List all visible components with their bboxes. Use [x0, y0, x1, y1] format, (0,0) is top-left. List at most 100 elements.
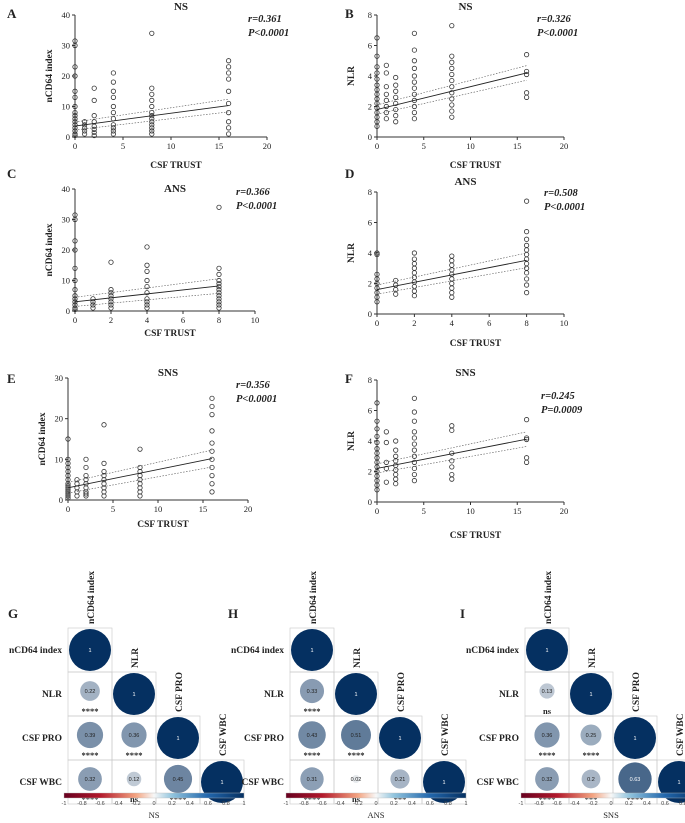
data-point	[72, 305, 78, 311]
x-tick-label: 6	[487, 318, 491, 328]
data-point	[449, 476, 455, 482]
y-tick-label: 0	[368, 497, 372, 507]
data-point	[393, 88, 399, 94]
data-point	[72, 287, 78, 293]
data-point	[144, 244, 150, 250]
significance-label: ****	[126, 750, 143, 760]
data-point	[108, 259, 114, 265]
panel-title: ANS	[454, 176, 476, 188]
diagonal-value: 1	[88, 648, 91, 654]
data-point	[449, 290, 455, 296]
regression-line	[74, 105, 229, 127]
scatter-panel-d: D ANS r=0.508 P<0.0001 0 2 4 6 8 10 0 2 4 6 8 CSF TRUST…	[345, 166, 585, 349]
correlation-circle	[341, 720, 371, 750]
colorbar-tick-label: 0.2	[625, 801, 633, 807]
colorbar-tick-label: -0.8	[534, 801, 543, 807]
data-point	[449, 280, 455, 287]
data-point	[72, 103, 78, 110]
data-point	[72, 212, 78, 218]
data-point	[449, 90, 455, 96]
diagonal-value: 1	[442, 780, 445, 786]
diagonal-circle	[157, 717, 199, 759]
data-point	[449, 84, 455, 90]
data-point	[108, 287, 114, 293]
colorbar-tick-label: 0.8	[222, 801, 230, 807]
colorbar-tick-label: -0.4	[113, 801, 122, 807]
data-point	[216, 287, 222, 293]
data-point	[209, 395, 215, 401]
data-point	[91, 129, 97, 136]
data-point	[523, 251, 530, 258]
data-point	[411, 110, 417, 116]
colorbar-tick-label: 1	[242, 801, 245, 807]
diagonal-circle	[201, 761, 243, 803]
data-point	[226, 110, 232, 116]
data-point	[149, 91, 155, 97]
panel-title: ANS	[164, 183, 186, 195]
y-axis-label: NLR	[347, 66, 357, 86]
ci-lower-line	[67, 466, 213, 494]
column-label: nCD64 index	[87, 571, 97, 624]
correlation-circle	[78, 767, 102, 791]
row-label: CSF WBC	[20, 778, 63, 788]
significance-label: ****	[304, 794, 321, 804]
data-point	[383, 479, 389, 485]
data-point	[216, 204, 222, 210]
y-tick-label: 40	[62, 184, 71, 194]
colorbar-tick-label: -0.2	[131, 801, 140, 807]
colorbar-tick-label: 0	[374, 801, 377, 807]
x-tick-label: 6	[181, 315, 185, 325]
data-point	[523, 435, 530, 441]
data-point	[216, 280, 222, 287]
panel-letter: G	[8, 606, 18, 621]
significance-label: ****	[304, 706, 321, 716]
y-tick-label: 6	[368, 406, 372, 416]
data-point	[523, 198, 530, 204]
data-point	[374, 64, 380, 70]
data-point	[82, 131, 88, 137]
colorbar-tick-label: -0.8	[299, 801, 308, 807]
data-point	[144, 268, 150, 274]
data-point	[72, 38, 78, 44]
data-point	[374, 271, 380, 277]
scatter-panel-c: C ANS r=0.366 P<0.0001 0 2 4 6 8 10 0 10 20 30 40 CSF T…	[7, 166, 277, 339]
y-tick-label: 30	[62, 41, 71, 51]
data-point	[523, 68, 530, 75]
column-label: CSF WBC	[676, 713, 685, 756]
significance-label: ****	[82, 750, 99, 760]
colorbar-tick-label: 0.4	[408, 801, 416, 807]
data-point	[411, 116, 417, 122]
data-point	[411, 47, 417, 53]
data-point	[374, 426, 380, 432]
data-point	[216, 302, 222, 308]
data-point	[209, 403, 215, 410]
data-point	[216, 290, 222, 296]
correlation-value: 0.2	[587, 777, 595, 783]
data-point	[374, 400, 380, 406]
data-point	[91, 85, 97, 91]
diagonal-value: 1	[545, 648, 548, 654]
data-point	[449, 253, 455, 259]
correlation-circle	[76, 721, 104, 749]
correlation-value: 0.32	[542, 777, 553, 783]
data-point	[449, 23, 455, 29]
y-tick-label: 2	[368, 279, 372, 289]
y-axis-label: NLR	[347, 431, 357, 451]
colorbar-tick-label: -0.6	[95, 801, 104, 807]
correlation-circle	[581, 769, 601, 789]
data-point	[393, 471, 399, 478]
data-point	[383, 116, 389, 122]
data-point	[216, 296, 222, 302]
data-point	[216, 265, 222, 271]
data-point	[65, 456, 71, 462]
significance-label: ns	[352, 794, 361, 804]
correlation-circle	[121, 722, 147, 748]
x-tick-label: 2	[109, 315, 113, 325]
row-label: nCD64 index	[9, 646, 62, 656]
data-point	[108, 302, 114, 308]
data-point	[393, 94, 399, 100]
data-point	[523, 455, 530, 461]
diagonal-circle	[379, 717, 421, 759]
